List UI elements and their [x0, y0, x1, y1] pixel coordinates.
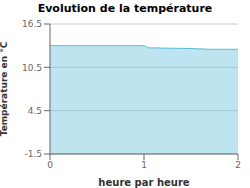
svg-text:10.5: 10.5: [22, 63, 42, 73]
svg-text:0: 0: [47, 160, 53, 170]
html-text:Evolution de la température: Evolution de la température: [37, 2, 213, 15]
svg-text:Température en °C: Température en °C: [8, 41, 9, 136]
svg-text:2: 2: [235, 160, 241, 170]
svg-text:1: 1: [141, 160, 147, 170]
svg-text:-1.5: -1.5: [24, 149, 42, 159]
svg-text:16.5: 16.5: [22, 19, 42, 29]
svg-text:4.5: 4.5: [28, 106, 42, 116]
svg-text:heure par heure: heure par heure: [98, 177, 189, 188]
